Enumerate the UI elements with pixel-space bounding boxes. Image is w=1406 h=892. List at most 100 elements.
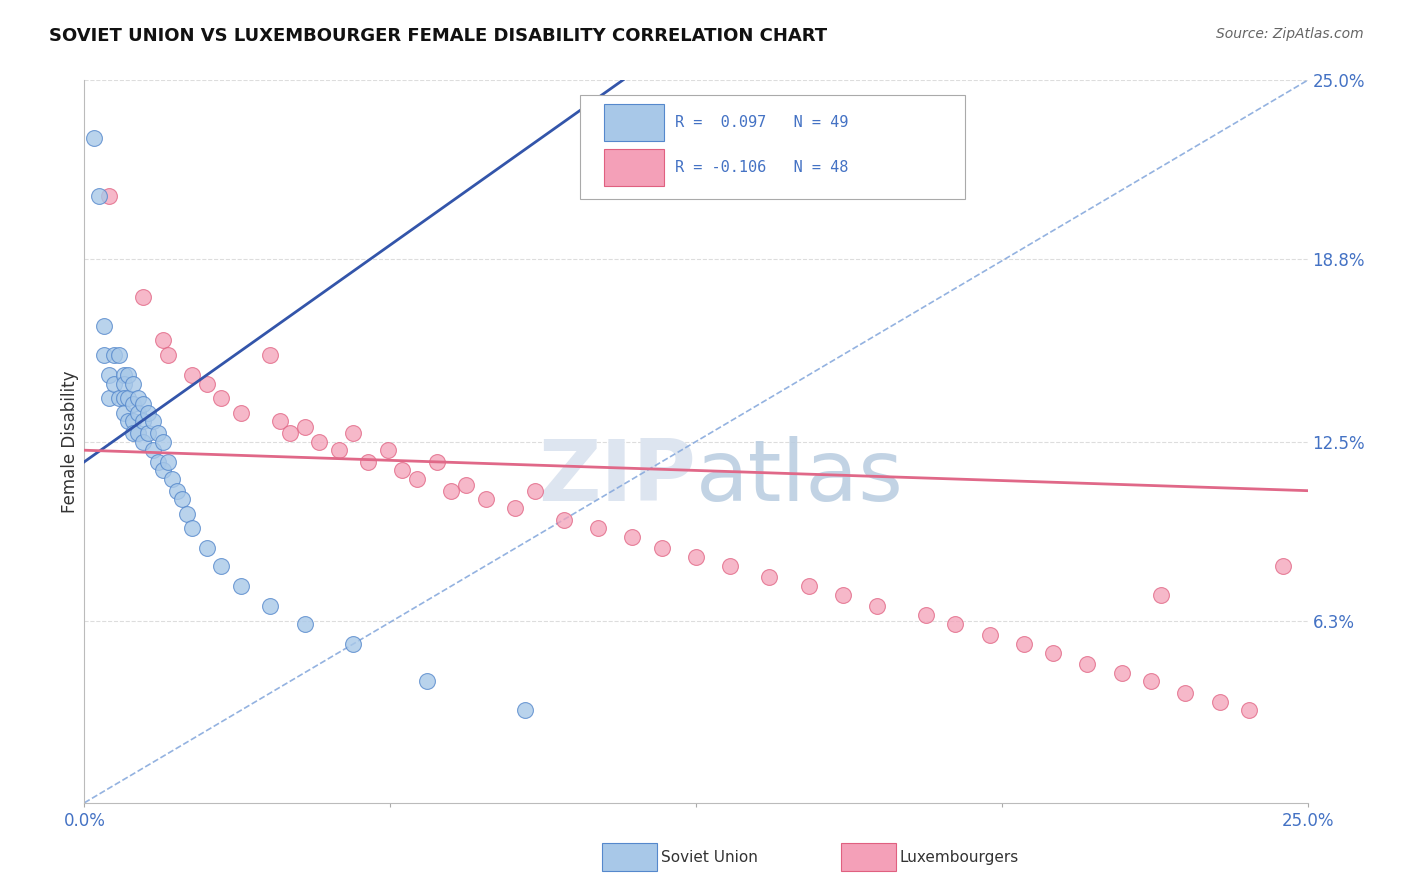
Point (406, 472, 429, 486)
Point (181, 368, 204, 382)
Point (1111, 665, 1133, 680)
Point (132, 414, 155, 428)
Point (342, 637, 364, 651)
Point (391, 463, 413, 477)
Point (136, 406, 159, 420)
Point (377, 443, 399, 458)
Point (112, 391, 135, 405)
Point (107, 391, 129, 405)
Point (229, 406, 252, 420)
Point (294, 616, 316, 631)
Point (328, 443, 350, 458)
Point (122, 414, 145, 428)
Point (1237, 703, 1260, 717)
Point (142, 414, 165, 428)
Point (586, 521, 609, 535)
Point (103, 348, 125, 362)
Point (416, 674, 439, 689)
Point (107, 348, 129, 362)
Point (1150, 588, 1173, 602)
Text: ZIP: ZIP (538, 436, 696, 519)
Point (97, 189, 120, 203)
Point (758, 570, 780, 584)
Point (426, 455, 449, 469)
Point (308, 434, 330, 449)
Point (146, 455, 169, 469)
Point (269, 414, 291, 428)
Point (117, 368, 139, 382)
Point (1272, 558, 1295, 573)
Point (294, 420, 316, 434)
Point (454, 478, 477, 492)
Point (278, 425, 301, 440)
Point (195, 376, 218, 391)
Text: Luxembourgers: Luxembourgers (900, 850, 1019, 864)
Point (523, 483, 546, 498)
Point (132, 397, 155, 411)
Point (797, 579, 820, 593)
FancyBboxPatch shape (579, 95, 965, 200)
Point (156, 455, 179, 469)
Point (156, 348, 179, 362)
Text: SOVIET UNION VS LUXEMBOURGER FEMALE DISABILITY CORRELATION CHART: SOVIET UNION VS LUXEMBOURGER FEMALE DISA… (49, 27, 827, 45)
Point (132, 290, 155, 304)
FancyBboxPatch shape (605, 149, 664, 186)
Point (1174, 686, 1197, 700)
Point (152, 434, 174, 449)
Point (195, 541, 218, 556)
Point (146, 425, 169, 440)
Point (259, 348, 281, 362)
Point (718, 558, 741, 573)
Text: R =  0.097   N = 49: R = 0.097 N = 49 (675, 115, 849, 130)
Point (474, 492, 496, 507)
FancyBboxPatch shape (605, 103, 664, 141)
Point (209, 558, 232, 573)
Point (621, 530, 644, 544)
Point (136, 425, 159, 440)
Point (117, 414, 139, 428)
Y-axis label: Female Disability: Female Disability (60, 370, 79, 513)
Point (112, 406, 135, 420)
Point (112, 376, 135, 391)
Text: Source: ZipAtlas.com: Source: ZipAtlas.com (1216, 27, 1364, 41)
Point (831, 588, 853, 602)
Point (1042, 646, 1064, 660)
Point (176, 507, 198, 521)
Point (122, 425, 145, 440)
Point (979, 628, 1001, 642)
Point (142, 443, 165, 458)
Point (97, 368, 120, 382)
Point (172, 492, 194, 507)
Point (97, 391, 120, 405)
Point (440, 483, 463, 498)
Point (122, 397, 145, 411)
Point (651, 541, 673, 556)
Point (1076, 657, 1098, 671)
Text: Soviet Union: Soviet Union (661, 850, 758, 864)
Point (93, 318, 115, 333)
Point (357, 455, 380, 469)
Point (1208, 695, 1230, 709)
Point (181, 521, 204, 535)
Point (83, 131, 105, 145)
Point (259, 599, 281, 614)
Point (229, 579, 252, 593)
Point (166, 483, 188, 498)
Point (943, 616, 966, 631)
Point (112, 368, 135, 382)
Point (1140, 674, 1163, 689)
Text: atlas: atlas (696, 436, 904, 519)
Point (503, 501, 526, 516)
Point (162, 472, 184, 486)
Point (127, 406, 149, 420)
Point (685, 550, 707, 565)
Point (553, 512, 575, 526)
Text: R = -0.106   N = 48: R = -0.106 N = 48 (675, 161, 849, 175)
Point (87, 189, 110, 203)
Point (152, 463, 174, 477)
Point (132, 434, 155, 449)
Point (103, 376, 125, 391)
Point (1012, 637, 1035, 651)
Point (915, 607, 938, 622)
Point (122, 376, 145, 391)
